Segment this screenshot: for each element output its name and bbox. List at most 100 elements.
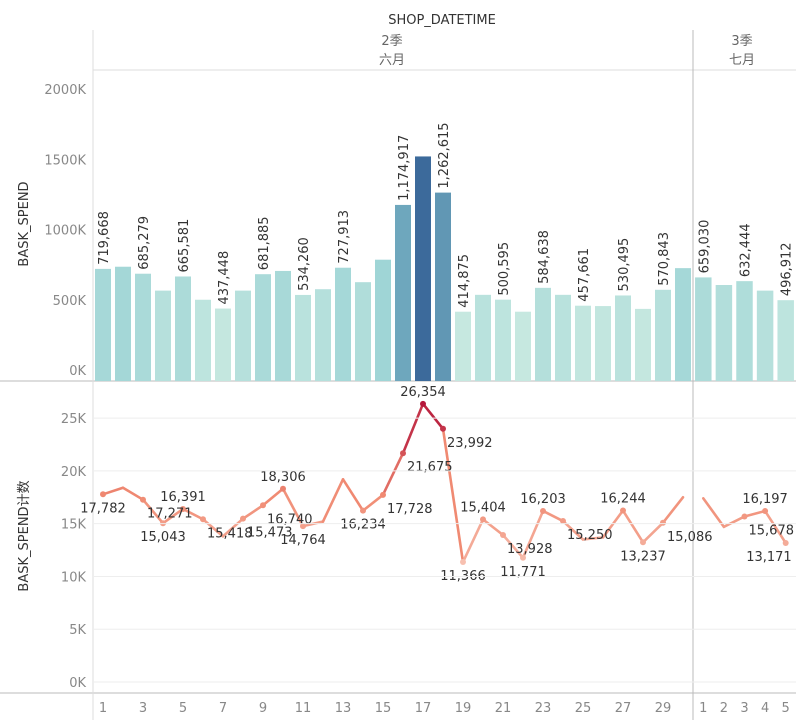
bar-data-label: 665,581 [177, 219, 192, 273]
bar-y-tick-label: 2000K [44, 83, 86, 98]
x-tick-label: 4 [761, 701, 769, 716]
line-segment [521, 509, 545, 560]
line-point [782, 539, 789, 546]
line-segment [241, 503, 265, 520]
line-segment [101, 486, 125, 496]
x-tick-label: 29 [655, 701, 672, 716]
bar-y-tick-label: 1000K [44, 224, 86, 239]
bar-data-label: 1,262,615 [437, 122, 452, 188]
chart-title: SHOP_DATETIME [388, 13, 496, 28]
x-tick-label: 1 [99, 701, 107, 716]
line-segment [441, 427, 465, 564]
bar [375, 259, 391, 381]
bar-y-tick-label: 500K [53, 294, 87, 309]
x-tick-label: 21 [495, 701, 512, 716]
line-data-label: 17,782 [80, 501, 126, 516]
bar-data-label: 530,495 [617, 238, 632, 292]
line-segment [581, 536, 605, 541]
bar-data-label: 570,843 [657, 232, 672, 286]
line-segment [121, 486, 145, 501]
panel-june-month: 六月 [379, 53, 405, 68]
line-segment [321, 478, 345, 523]
line-point [480, 516, 486, 523]
bar [355, 282, 371, 381]
line-point [762, 508, 769, 515]
line-segment [341, 478, 365, 512]
line-segment [281, 487, 305, 528]
line-point [360, 507, 366, 514]
line-segment [501, 533, 525, 560]
bar-y-tick-label: 0K [69, 364, 86, 379]
bar [675, 268, 691, 381]
line-data-label: 16,197 [742, 492, 788, 507]
line-point [620, 507, 626, 514]
line-point [460, 559, 466, 566]
line-y-tick-label: 15K [61, 518, 87, 533]
x-tick-label: 3 [139, 701, 147, 716]
line-point [300, 523, 306, 530]
bar-data-label: 437,448 [217, 251, 232, 305]
x-tick-label: 25 [575, 701, 592, 716]
line-data-label: 16,391 [160, 490, 206, 505]
line-data-label: 16,234 [340, 518, 386, 533]
line-point [280, 485, 286, 492]
line-segment [641, 521, 665, 544]
bar-data-label: 414,875 [457, 254, 472, 308]
line-y-tick-label: 10K [61, 570, 87, 585]
bar [715, 284, 733, 381]
line-point [240, 515, 246, 522]
line-y-tick-label: 5K [69, 623, 86, 638]
line-data-label: 11,771 [500, 565, 546, 580]
bar-data-label: 685,279 [137, 216, 152, 270]
bar-y-axis-label: BASK_SPEND [17, 181, 32, 266]
line-y-tick-label: 0K [69, 676, 86, 691]
bar [736, 281, 753, 381]
line-segment [701, 497, 726, 529]
line-point [440, 425, 446, 432]
line-segment [161, 507, 185, 525]
bar [515, 311, 531, 381]
line-data-label: 15,404 [460, 500, 506, 515]
line-data-label: 15,250 [567, 528, 613, 543]
bar [595, 306, 611, 381]
line-point [100, 491, 106, 498]
x-tick-label: 5 [179, 701, 187, 716]
x-tick-label: 1 [699, 701, 707, 716]
x-tick-label: 27 [615, 701, 632, 716]
line-point [140, 496, 146, 503]
line-data-label: 13,928 [507, 542, 553, 557]
line-point [260, 502, 266, 509]
bar-y-tick-label: 1500K [44, 153, 86, 168]
bar-data-label: 681,885 [257, 216, 272, 270]
line-segment [481, 518, 505, 537]
x-tick-label: 11 [295, 701, 312, 716]
line-point [660, 519, 666, 526]
line-point [420, 400, 426, 407]
x-tick-label: 3 [740, 701, 748, 716]
line-segment [421, 402, 445, 431]
bar [655, 289, 671, 381]
bar-data-label: 584,638 [537, 230, 552, 284]
bar [135, 273, 151, 381]
line-data-label: 15,678 [749, 524, 795, 539]
x-tick-label: 15 [375, 701, 392, 716]
bar [535, 287, 551, 381]
x-tick-label: 23 [535, 701, 552, 716]
line-y-tick-label: 25K [61, 412, 87, 427]
bar [756, 290, 774, 381]
bar [295, 294, 311, 381]
bar [315, 289, 331, 381]
line-segment [541, 509, 565, 523]
line-data-label: 15,043 [140, 530, 186, 545]
line-segment [221, 517, 245, 538]
panel-july-quarter: 3季 [731, 34, 752, 49]
bar-data-label: 496,912 [780, 242, 795, 296]
bar-data-label: 457,661 [577, 248, 592, 302]
line-data-label: 17,728 [387, 502, 433, 517]
line-point [741, 513, 748, 520]
line-data-label: 15,418 [207, 526, 253, 541]
bar [495, 299, 511, 381]
panel-june-quarter: 2季 [381, 34, 402, 49]
